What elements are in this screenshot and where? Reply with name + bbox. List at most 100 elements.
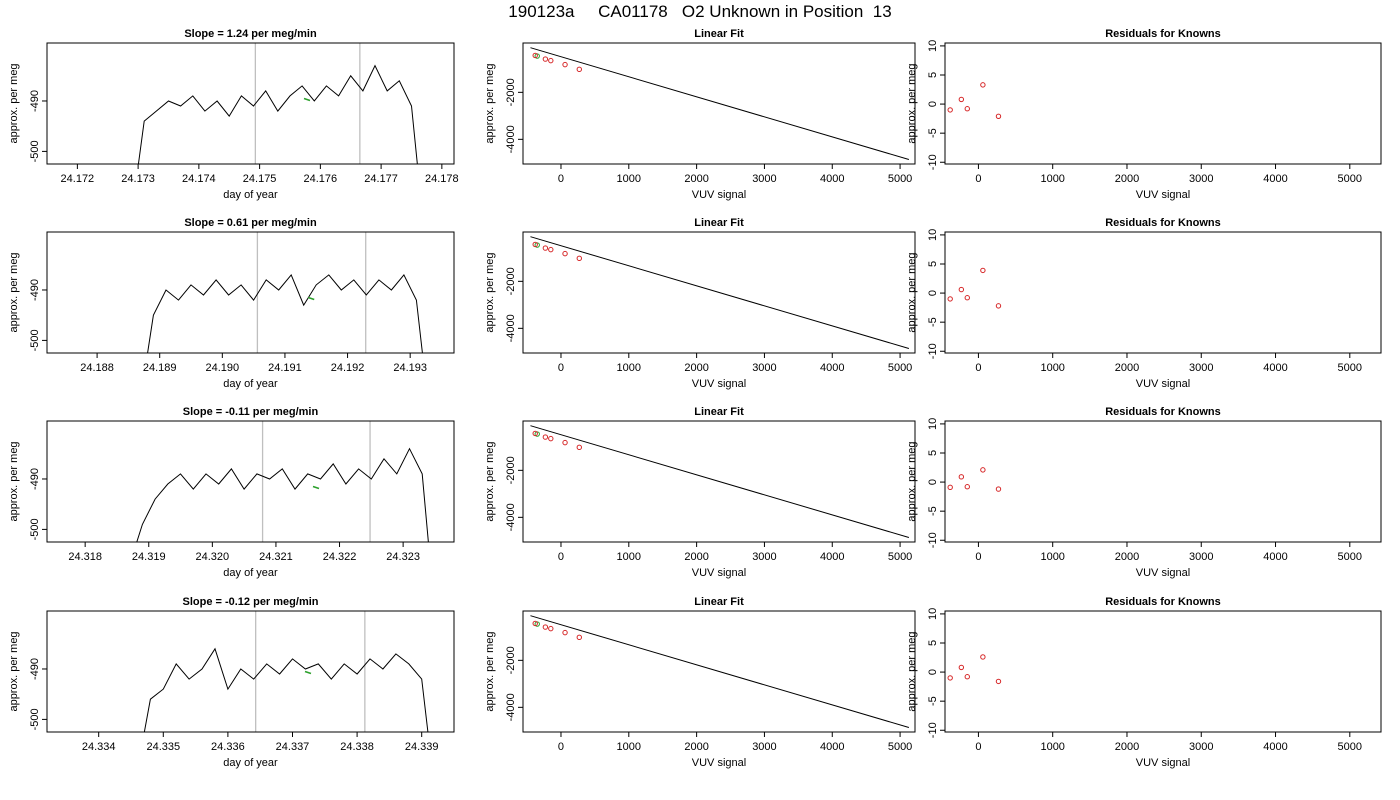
- chart-title: Residuals for Knowns: [1105, 28, 1221, 40]
- known-point: [958, 664, 965, 671]
- chart-title: Residuals for Knowns: [1105, 406, 1221, 418]
- chart-title: Residuals for Knowns: [1105, 217, 1221, 229]
- chart-panel-6: Residuals for Knowns 0 1000 2000 3000 4000 500…: [906, 217, 1382, 390]
- x-axis-label: VUV signal: [1136, 567, 1190, 579]
- unknown-mean-marker: [303, 97, 311, 102]
- y-tick-label: 0: [927, 290, 939, 296]
- known-point: [562, 250, 568, 257]
- trace-line: [143, 647, 429, 732]
- chart-panel-1: Slope = 1.24 per meg/min 24.172 24.173 24.1…: [8, 28, 459, 201]
- plot-frame: [522, 610, 916, 733]
- known-point: [542, 245, 549, 251]
- plot-frame: [46, 420, 455, 543]
- x-tick-label: 4000: [1263, 173, 1287, 185]
- x-tick-label: 2000: [1115, 741, 1139, 753]
- known-point: [980, 467, 986, 473]
- x-tick-label: 1000: [617, 362, 641, 374]
- y-tick-label: 10: [927, 418, 939, 430]
- known-point: [542, 56, 549, 62]
- x-tick-label: 24.323: [386, 551, 420, 563]
- x-axis-label: VUV signal: [692, 757, 746, 769]
- x-tick-label: 24.322: [323, 551, 357, 563]
- y-axis-label: approx. per meg: [484, 441, 496, 521]
- plot-data: [947, 267, 1002, 309]
- known-point: [562, 439, 568, 446]
- x-tick-label: 4000: [820, 362, 844, 374]
- x-axis-label: VUV signal: [692, 189, 746, 201]
- x-axis-label: VUV signal: [692, 567, 746, 579]
- x-tick-label: 3000: [752, 741, 776, 753]
- known-point: [532, 430, 538, 437]
- x-axis-label: day of year: [223, 378, 278, 390]
- x-axis-label: VUV signal: [1136, 189, 1190, 201]
- known-point: [548, 57, 554, 64]
- y-tick-label: -4000: [505, 314, 517, 342]
- y-tick-label: -10: [927, 532, 939, 548]
- y-tick-label: -490: [29, 90, 41, 112]
- known-point: [964, 674, 970, 680]
- x-tick-label: 1000: [1040, 173, 1064, 185]
- known-point: [562, 629, 568, 636]
- y-tick-label: 10: [927, 40, 939, 52]
- y-tick-label: -5: [927, 317, 939, 327]
- y-axis-label: approx. per meg: [906, 441, 918, 521]
- known-point: [532, 620, 538, 627]
- y-tick-label: -5: [927, 128, 939, 138]
- y-tick-label: 10: [927, 229, 939, 241]
- known-point: [576, 66, 582, 73]
- y-tick-label: 5: [927, 72, 939, 78]
- y-tick-label: -500: [29, 708, 41, 730]
- unknown-mean-marker: [304, 670, 312, 675]
- plot-frame: [522, 420, 916, 543]
- y-tick-label: -10: [927, 722, 939, 738]
- known-point: [995, 678, 1002, 685]
- x-tick-label: 1000: [617, 551, 641, 563]
- y-axis-label: approx. per meg: [8, 63, 20, 143]
- known-point: [532, 52, 538, 59]
- x-tick-label: 3000: [1189, 173, 1213, 185]
- y-tick-label: -4000: [505, 125, 517, 153]
- known-point: [542, 434, 549, 440]
- y-tick-label: -500: [29, 140, 41, 162]
- x-tick-label: 3000: [1189, 741, 1213, 753]
- x-axis-label: VUV signal: [1136, 378, 1190, 390]
- chart-title: Slope = 1.24 per meg/min: [184, 28, 317, 40]
- x-tick-label: 4000: [820, 173, 844, 185]
- plot-frame: [944, 420, 1382, 543]
- y-axis-label: approx. per meg: [906, 63, 918, 143]
- chart-title: Slope = 0.61 per meg/min: [184, 217, 317, 229]
- plot-frame: [944, 231, 1382, 354]
- known-point: [548, 625, 554, 632]
- known-point: [576, 634, 582, 641]
- known-point: [947, 675, 953, 681]
- x-tick-label: 2000: [684, 173, 708, 185]
- x-tick-label: 4000: [1263, 362, 1287, 374]
- chart-title: Linear Fit: [694, 217, 744, 229]
- unknown-mean-marker: [312, 485, 320, 490]
- known-point: [548, 246, 554, 253]
- x-tick-label: 24.193: [393, 362, 427, 374]
- chart-title: Residuals for Knowns: [1105, 596, 1221, 608]
- y-tick-label: -5: [927, 506, 939, 516]
- x-tick-label: 5000: [888, 362, 912, 374]
- y-axis-label: approx. per meg: [8, 631, 20, 711]
- chart-panel-7: Slope = -0.11 per meg/min 24.318 24.319 24.…: [8, 406, 455, 579]
- y-axis-label: approx. per meg: [906, 631, 918, 711]
- known-point: [964, 484, 970, 490]
- x-axis-label: VUV signal: [692, 378, 746, 390]
- x-tick-label: 1000: [1040, 362, 1064, 374]
- x-tick-label: 5000: [1338, 173, 1362, 185]
- known-point: [947, 484, 953, 491]
- x-tick-label: 0: [558, 173, 564, 185]
- x-axis-label: day of year: [223, 757, 278, 769]
- known-point: [964, 106, 970, 112]
- plot-frame: [46, 42, 455, 165]
- x-tick-label: 1000: [1040, 741, 1064, 753]
- plot-data: [137, 43, 418, 164]
- chart-panel-2: Linear Fit 0 1000 2000 3000 4000 5000 -2000 -400…: [484, 28, 916, 201]
- x-tick-label: 24.178: [425, 173, 459, 185]
- x-tick-label: 0: [558, 362, 564, 374]
- plot-data: [136, 421, 429, 542]
- fit-line: [530, 615, 910, 729]
- chart-panel-3: Residuals for Knowns 0 1000 2000 3000 4000 500…: [906, 28, 1382, 201]
